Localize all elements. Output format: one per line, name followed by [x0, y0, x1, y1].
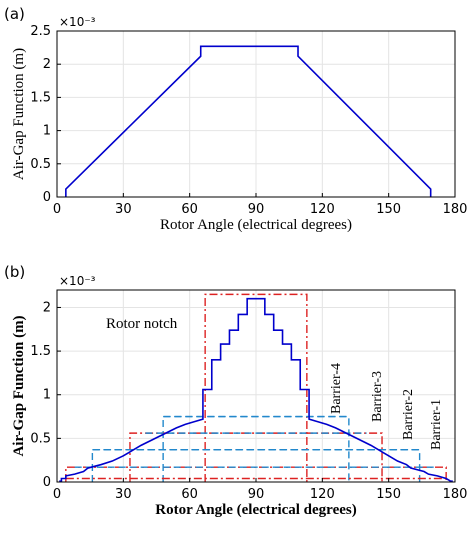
- panel-a: (a) 0 30 60 90 120 150 180 00.511.522.5 ×10⁻³ …: [4, 5, 467, 233]
- panel-b: (b) 0 30 60 90 120 150 180 0 0.5 1 1.5 2 ×10⁻³ Rot…: [4, 263, 467, 518]
- barrier-1-annotation: Barrier-1: [429, 399, 444, 450]
- x-tick-label: 30: [115, 487, 132, 502]
- panel-b-barrier-lines: [65, 415, 447, 480]
- x-tick-label: 0: [53, 202, 61, 217]
- x-tick-label: 180: [443, 487, 468, 502]
- x-tick-label: 60: [181, 202, 198, 217]
- x-tick-label: 90: [248, 202, 265, 217]
- panel-b-label: (b): [4, 263, 25, 281]
- panel-a-lines: [65, 45, 432, 197]
- rotor-notch-annotation: Rotor notch: [106, 316, 178, 332]
- x-tick-label: 90: [248, 487, 265, 502]
- panel-a-y-ticks: 0 0.5 1 1.5 2 2.5: [30, 24, 61, 205]
- panel-a-grid: [57, 31, 455, 197]
- barrier-3-annotation: Barrier-3: [370, 371, 385, 422]
- y-tick-label: 0: [43, 190, 51, 205]
- x-tick-label: 0: [53, 487, 61, 502]
- x-tick-label: 150: [376, 202, 401, 217]
- panel-b-y-axis-label: Air-Gap Function (m): [11, 315, 27, 456]
- y-tick-label: 1: [43, 124, 51, 139]
- panel-a-y-axis-label: Air-Gap Function (m): [11, 48, 27, 180]
- air-gap-series-line: [65, 45, 432, 197]
- panel-b-y-ticks: 0 0.5 1 1.5 2: [30, 300, 61, 490]
- x-tick-label: 180: [443, 202, 468, 217]
- x-tick-label: 150: [376, 487, 401, 502]
- panel-b-lines: [59, 297, 453, 482]
- x-tick-label: 30: [115, 202, 132, 217]
- y-tick-label: 2: [43, 57, 51, 72]
- panel-a-y-multiplier: ×10⁻³: [59, 15, 96, 29]
- y-tick-label: 2: [43, 300, 51, 315]
- x-tick-label: 120: [310, 487, 335, 502]
- y-tick-label: 0: [43, 475, 51, 490]
- air-gap-series-line: [59, 297, 453, 482]
- y-tick-label: 1.5: [30, 90, 51, 105]
- panel-b-grid: [57, 290, 455, 482]
- y-tick-label: 1.5: [30, 344, 51, 359]
- barrier-region-outline: [129, 432, 383, 482]
- y-tick-label: 0.5: [30, 431, 51, 446]
- panel-b-x-ticks: 0 30 60 90 120 150 180: [53, 478, 468, 502]
- x-tick-label: 60: [181, 487, 198, 502]
- panel-a-x-ticks: 0 30 60 90 120 150 180: [53, 193, 468, 217]
- panel-a-label: (a): [4, 5, 25, 23]
- y-tick-label: 2.5: [30, 24, 51, 39]
- barrier-4-annotation: Barrier-4: [329, 363, 344, 414]
- x-tick-label: 120: [310, 202, 335, 217]
- y-tick-label: 1: [43, 388, 51, 403]
- y-tick-label: 0.5: [30, 157, 51, 172]
- barrier-region-outline: [91, 449, 421, 482]
- barrier-2-annotation: Barrier-2: [401, 389, 416, 440]
- panel-b-x-axis-label: Rotor Angle (electrical degrees): [155, 502, 356, 518]
- panel-b-y-multiplier: ×10⁻³: [59, 274, 96, 288]
- panel-a-x-axis-label: Rotor Angle (electrical degrees): [160, 217, 352, 233]
